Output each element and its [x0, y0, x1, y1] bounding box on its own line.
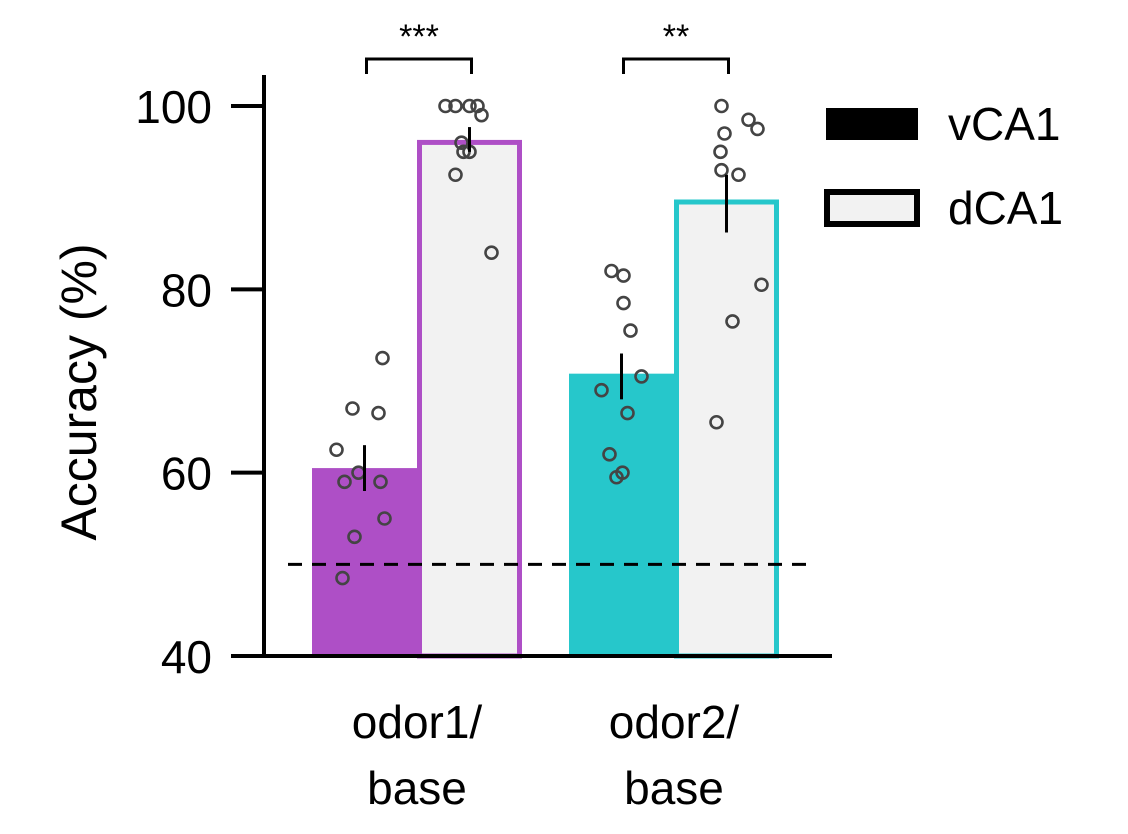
y-tick-label: 100	[135, 81, 212, 133]
y-ticks-layer: 40 60 80 100	[135, 81, 264, 683]
data-point	[329, 442, 344, 458]
data-point	[609, 469, 624, 485]
data-point	[448, 167, 463, 183]
data-point	[731, 167, 746, 183]
legend-label: vCA1	[948, 98, 1060, 150]
data-point	[741, 112, 756, 128]
data-point	[717, 126, 732, 141]
data-point	[347, 529, 362, 545]
data-point	[454, 135, 469, 150]
legend-label: dCA1	[948, 182, 1063, 234]
data-point	[623, 323, 638, 338]
legend-swatch-outlined	[824, 189, 920, 227]
bars-layer	[312, 139, 779, 659]
data-point	[594, 382, 609, 398]
data-point	[713, 144, 728, 160]
data-point	[373, 474, 388, 490]
bar-dCA1-1	[417, 139, 522, 659]
data-point	[375, 350, 390, 366]
x-tick-labels: odor1/base odor2/base	[352, 696, 740, 814]
data-point	[345, 401, 360, 416]
data-point	[337, 474, 352, 490]
legend-swatch-filled	[826, 108, 918, 140]
data-point	[725, 314, 740, 329]
axes-layer	[262, 75, 832, 658]
data-point	[620, 405, 635, 421]
data-point	[438, 98, 453, 114]
data-point	[754, 277, 769, 293]
data-point	[377, 511, 392, 526]
errorbars-layer	[363, 127, 728, 491]
y-tick-label: 40	[161, 631, 212, 683]
significance-bracket	[365, 57, 473, 74]
x-tick-label-line2: base	[624, 762, 724, 814]
data-point	[602, 447, 617, 462]
y-tick-label: 60	[161, 448, 212, 500]
x-tick-label-line2: base	[367, 762, 467, 814]
data-point	[462, 98, 477, 114]
bar-dCA1-2	[674, 199, 779, 659]
data-point	[714, 98, 729, 114]
data-point	[335, 570, 350, 586]
bar-vCA1-1	[312, 468, 418, 656]
data-point	[474, 107, 489, 123]
points-layer	[329, 98, 769, 586]
data-point	[714, 162, 729, 178]
significance-label: **	[663, 18, 689, 56]
data-point	[604, 263, 619, 279]
y-axis-label: Accuracy (%)	[51, 243, 107, 540]
data-point	[616, 268, 631, 283]
legend: vCA1 dCA1	[824, 98, 1063, 234]
data-point	[750, 121, 765, 137]
bar-vCA1-2	[569, 373, 675, 656]
data-point	[709, 414, 724, 430]
x-tick-label-line1: odor1/	[352, 696, 483, 748]
data-point	[484, 245, 499, 260]
data-point	[634, 369, 649, 384]
data-point	[371, 405, 386, 421]
data-point	[616, 295, 631, 311]
data-point	[448, 98, 463, 114]
x-tick-label-line1: odor2/	[609, 696, 740, 748]
y-tick-label: 80	[161, 264, 212, 316]
significance-label: ***	[399, 18, 439, 56]
significance-bracket	[622, 57, 730, 74]
significance-layer: *** **	[365, 18, 730, 74]
